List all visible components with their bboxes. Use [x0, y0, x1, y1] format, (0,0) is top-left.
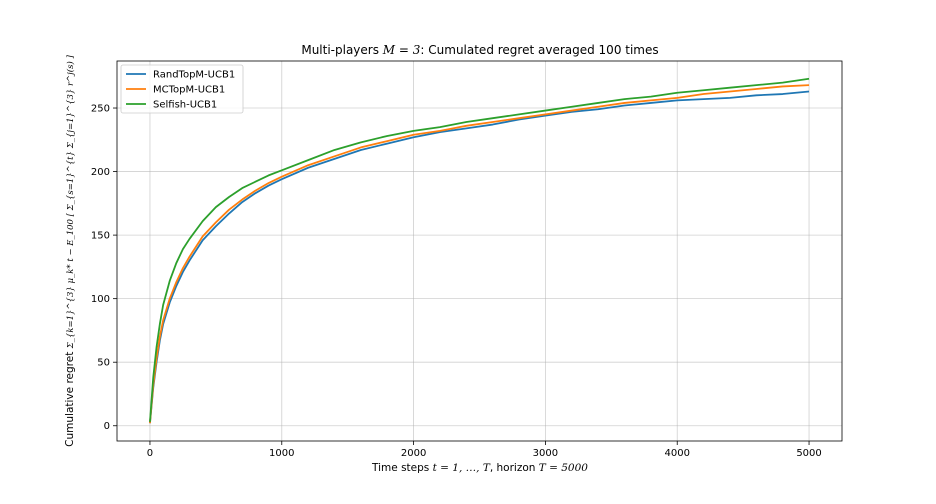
plot-area: 0 1000 2000 3000 4000 5000 0 50 100 150 200 250 [91, 60, 843, 459]
series-lines [149, 77, 810, 424]
y-tick-label: 50 [97, 358, 110, 369]
legend-label-selfish-ucb1: Selfish-UCB1 [153, 100, 217, 111]
grid-lines [117, 61, 842, 441]
y-axis-label: Cumulative regret Σ_{k=1}^{3} μ_k* t − E… [64, 54, 76, 446]
x-tick-label: 1000 [269, 448, 294, 459]
y-tick-label: 200 [91, 167, 110, 178]
y-tick-label: 150 [91, 231, 110, 242]
series-line-selfish-ucb1 [149, 77, 810, 423]
x-ticks: 0 1000 2000 3000 4000 5000 [147, 441, 822, 459]
x-tick-label: 0 [147, 448, 153, 459]
x-tick-label: 2000 [401, 448, 426, 459]
axes-frame [116, 60, 843, 442]
x-axis-label: Time steps t = 1, …, T, horizon T = 5000 [371, 462, 588, 474]
y-tick-label: 100 [91, 294, 110, 305]
y-ticks: 0 50 100 150 200 250 [91, 104, 117, 432]
x-tick-label: 5000 [796, 448, 821, 459]
legend-label-mctopm-ucb1: MCTopM-UCB1 [153, 85, 225, 96]
x-tick-label: 3000 [533, 448, 558, 459]
x-tick-label: 4000 [665, 448, 690, 459]
y-tick-label: 250 [91, 104, 110, 115]
y-tick-label: 0 [104, 421, 110, 432]
legend-box [120, 64, 244, 114]
series-line-randtopm-ucb1 [149, 90, 810, 424]
series-line-mctopm-ucb1 [149, 84, 810, 424]
legend: RandTopM-UCB1 MCTopM-UCB1 Selfish-UCB1 [120, 64, 244, 114]
chart-title: Multi-players M = 3: Cumulated regret av… [301, 43, 658, 57]
legend-label-randtopm-ucb1: RandTopM-UCB1 [153, 70, 235, 81]
